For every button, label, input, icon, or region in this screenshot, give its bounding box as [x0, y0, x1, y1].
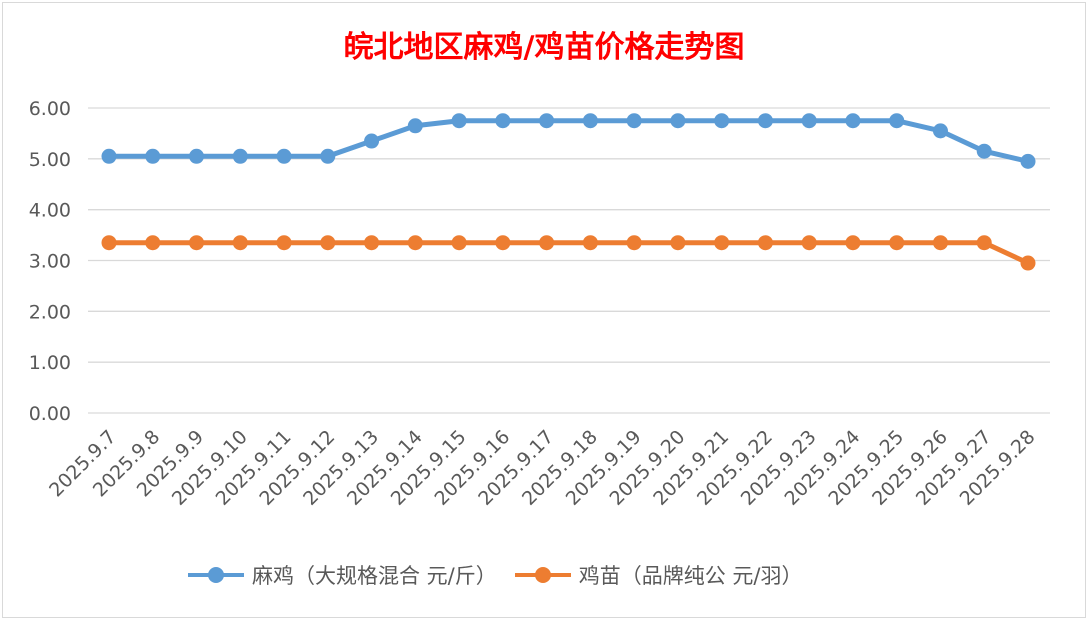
data-point — [801, 113, 817, 129]
data-point — [626, 113, 642, 129]
data-point — [714, 113, 730, 129]
series-line-0 — [109, 118, 1029, 164]
data-point — [539, 113, 555, 129]
data-point — [582, 113, 598, 129]
data-point — [976, 235, 992, 251]
data-point — [670, 113, 686, 129]
data-point — [320, 148, 336, 164]
data-point — [626, 235, 642, 251]
legend: 麻鸡（大规格混合 元/斤） 鸡苗（品牌纯公 元/羽） — [188, 560, 821, 590]
data-point — [101, 235, 117, 251]
data-point — [845, 113, 861, 129]
y-tick-label: 3.00 — [29, 251, 71, 273]
data-point — [189, 235, 205, 251]
data-point — [582, 235, 598, 251]
data-point — [539, 235, 555, 251]
legend-label-0: 麻鸡（大规格混合 元/斤） — [252, 564, 497, 588]
data-point — [1020, 255, 1036, 271]
data-point — [451, 235, 467, 251]
data-point — [407, 235, 423, 251]
data-point — [845, 235, 861, 251]
data-point — [976, 143, 992, 159]
data-point — [670, 235, 686, 251]
data-point — [364, 133, 380, 149]
data-point — [145, 148, 161, 164]
data-point — [145, 235, 161, 251]
data-point — [101, 148, 117, 164]
y-tick-label: 5.00 — [29, 149, 71, 171]
chart-title: 皖北地区麻鸡/鸡苗价格走势图 — [343, 30, 745, 65]
data-point — [889, 113, 905, 129]
data-point — [189, 148, 205, 164]
data-point — [276, 148, 292, 164]
legend-item-1: 鸡苗（品牌纯公 元/羽） — [514, 560, 803, 590]
data-point — [932, 123, 948, 139]
data-point — [407, 118, 423, 134]
y-tick-label: 2.00 — [29, 301, 71, 323]
data-point — [232, 235, 248, 251]
data-point — [1020, 153, 1036, 169]
data-point — [364, 235, 380, 251]
y-tick-label: 0.00 — [29, 403, 71, 425]
data-point — [757, 113, 773, 129]
data-point — [801, 235, 817, 251]
data-point — [757, 235, 773, 251]
data-point — [451, 113, 467, 129]
data-point — [320, 235, 336, 251]
data-point — [932, 235, 948, 251]
legend-marker-0 — [188, 567, 244, 583]
data-point — [495, 235, 511, 251]
y-tick-label: 1.00 — [29, 352, 71, 374]
legend-marker-1 — [514, 567, 571, 583]
y-tick-label: 6.00 — [29, 98, 71, 120]
data-point — [276, 235, 292, 251]
data-point — [232, 148, 248, 164]
series-line-1 — [109, 240, 1030, 266]
data-point — [714, 235, 730, 251]
data-point — [495, 113, 511, 129]
legend-label-1: 鸡苗（品牌纯公 元/羽） — [578, 564, 803, 588]
y-tick-label: 4.00 — [29, 200, 71, 222]
legend-item-0: 麻鸡（大规格混合 元/斤） — [188, 560, 497, 590]
data-point — [889, 235, 905, 251]
